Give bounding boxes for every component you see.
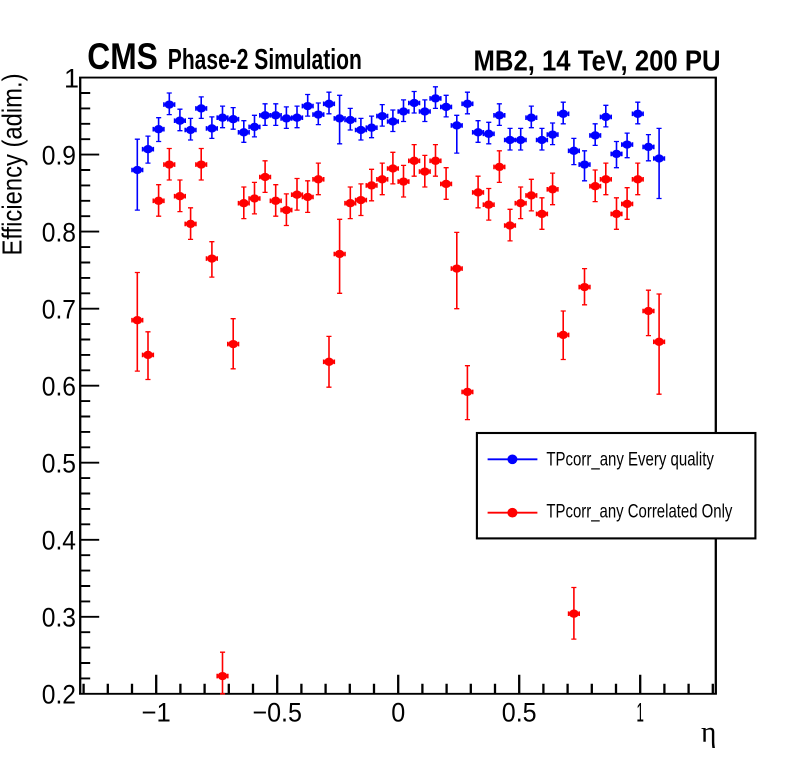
svg-text:−0.5: −0.5 [252, 697, 302, 727]
svg-text:0.9: 0.9 [42, 140, 76, 170]
svg-text:1: 1 [64, 63, 79, 93]
svg-text:0.6: 0.6 [42, 371, 76, 401]
svg-text:TPcorr_any Correlated Only: TPcorr_any Correlated Only [546, 500, 732, 522]
svg-text:Efficiency (adim.): Efficiency (adim.) [0, 74, 28, 256]
svg-text:0.5: 0.5 [42, 448, 76, 478]
svg-text:0.4: 0.4 [42, 526, 76, 556]
svg-text:0.7: 0.7 [42, 294, 76, 324]
svg-text:Phase-2 Simulation: Phase-2 Simulation [168, 44, 362, 76]
svg-text:TPcorr_any Every quality: TPcorr_any Every quality [546, 448, 714, 470]
svg-text:−1: −1 [142, 697, 171, 727]
svg-text:CMS: CMS [87, 36, 158, 77]
svg-text:η: η [701, 717, 716, 749]
svg-text:0.3: 0.3 [42, 603, 76, 633]
svg-text:0: 0 [391, 697, 405, 727]
svg-text:0.5: 0.5 [502, 697, 537, 727]
svg-text:MB2, 14 TeV, 200 PU: MB2, 14 TeV, 200 PU [474, 46, 721, 78]
svg-text:1: 1 [636, 697, 644, 727]
svg-text:0.8: 0.8 [42, 217, 76, 247]
svg-text:0.2: 0.2 [42, 680, 76, 710]
